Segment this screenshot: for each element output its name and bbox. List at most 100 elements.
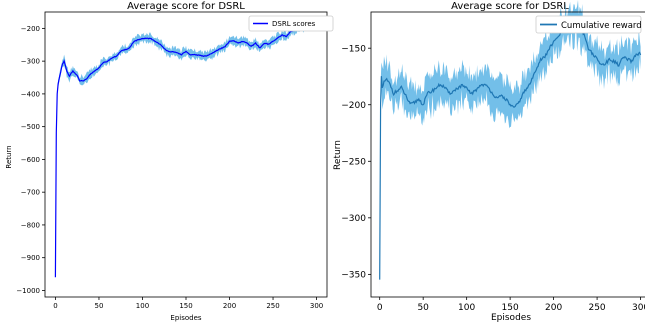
chart-right-data-point — [523, 93, 524, 94]
chart-left-data-point — [194, 54, 195, 55]
chart-left-xtick-label: 250 — [266, 302, 279, 310]
chart-right-data-point — [618, 65, 619, 66]
chart-left-legend-box — [248, 15, 334, 32]
chart-right-data-point — [475, 91, 476, 92]
chart-left-data-point — [125, 49, 126, 50]
chart-left-xtick-label: 100 — [136, 302, 149, 310]
chart-left-data-point — [277, 38, 278, 39]
chart-right-data-point — [423, 104, 424, 105]
chart-right-data-point — [488, 87, 489, 88]
chart-left-data-point — [90, 74, 91, 75]
chart-right-data-point — [386, 79, 387, 80]
chart-left-series-line — [54, 21, 317, 278]
chart-left-data-point — [138, 39, 139, 40]
chart-left-data-point — [264, 43, 265, 44]
chart-right-xlabel: Episodes — [491, 313, 531, 322]
chart-right: Average score for DSRL 0 50 100 150 200 250 30… — [333, 0, 645, 322]
chart-left-data-point — [164, 48, 165, 49]
chart-left-data-point — [151, 38, 152, 39]
chart-right-data-point — [381, 76, 382, 77]
chart-left-data-point — [155, 41, 156, 42]
chart-right-data-point — [379, 279, 380, 280]
chart-right-xtick-label: 150 — [502, 303, 519, 313]
chart-right-data-point — [623, 57, 624, 58]
chart-right-data-point — [636, 53, 637, 54]
chart-left-data-point — [66, 70, 67, 71]
chart-left-data-point — [107, 61, 108, 62]
chart-left-ytick-label: −1000 — [16, 287, 40, 295]
chart-right-data-point — [440, 84, 441, 85]
chart-right-data-point — [431, 91, 432, 92]
chart-right-data-point — [583, 34, 584, 35]
chart-left-ytick-label: −500 — [21, 123, 40, 131]
chart-right-xtick-label: 200 — [545, 303, 562, 313]
chart-right-data-point — [382, 87, 383, 88]
chart-left-confidence-band — [55, 16, 317, 280]
chart-left-data-point — [168, 51, 169, 52]
chart-left-plot-area: 0 50 100 150 200 250 300 −1000 −900 −800 −700 −600 −… — [16, 11, 328, 310]
chart-left-data-point — [190, 55, 191, 56]
chart-left-data-point — [98, 67, 99, 68]
chart-right-ytick-label: −300 — [341, 214, 366, 224]
chart-right-axes-frame — [370, 11, 645, 298]
chart-right-ytick-label: −350 — [341, 271, 366, 281]
chart-right-data-point — [453, 91, 454, 92]
chart-right-data-point — [393, 93, 394, 94]
chart-right-ytick-label: −250 — [341, 157, 366, 167]
chart-right-data-point — [527, 87, 528, 88]
chart-right-data-point — [536, 68, 537, 69]
chart-left-xtick-label: 150 — [179, 302, 192, 310]
chart-right-data-point — [479, 85, 480, 86]
chart-left-data-point — [207, 55, 208, 56]
chart-left-data-point — [242, 41, 243, 42]
chart-left-data-point — [220, 48, 221, 49]
chart-right-data-point — [383, 82, 384, 83]
chart-right-xtick-label: 100 — [458, 303, 475, 313]
chart-right-data-point — [518, 102, 519, 103]
chart-right-data-point — [640, 53, 641, 54]
chart-right-data-point — [592, 53, 593, 54]
chart-left-data-point — [185, 51, 186, 52]
chart-left-data-point — [251, 46, 252, 47]
chart-left-data-point — [103, 62, 104, 63]
chart-left-data-point — [86, 79, 87, 80]
chart-right-data-point — [470, 93, 471, 94]
chart-right-xtick-label: 250 — [588, 303, 605, 313]
chart-right-data-point — [540, 59, 541, 60]
chart-left-data-point — [255, 43, 256, 44]
chart-right-data-point — [605, 62, 606, 63]
chart-right-data-point — [505, 99, 506, 100]
chart-left-data-point — [272, 41, 273, 42]
chart-right-xtick-label: 300 — [632, 303, 645, 313]
chart-right-title: Average score for DSRL — [451, 1, 569, 12]
chart-left-data-point — [146, 38, 147, 39]
chart-left-data-point — [286, 36, 287, 37]
chart-left-data-point — [57, 93, 58, 94]
chart-left-xtick-label: 50 — [95, 302, 104, 310]
chart-left-data-point — [142, 38, 143, 39]
chart-left-data-point — [172, 51, 173, 52]
chart-right-data-point — [492, 93, 493, 94]
chart-left-data-point — [212, 52, 213, 53]
chart-left-data-point — [55, 277, 56, 278]
chart-right-data-point — [466, 88, 467, 89]
chart-right-legend-box — [535, 15, 642, 34]
chart-right-data-point — [557, 36, 558, 37]
chart-left-data-point — [77, 75, 78, 76]
chart-left-title: Average score for DSRL — [127, 1, 245, 12]
chart-right-ytick-label: −150 — [341, 44, 366, 54]
chart-right-plot-area: 0 50 100 150 200 250 300 −350 −300 −250 −200 −150 — [341, 0, 645, 313]
chart-right-data-point — [510, 104, 511, 105]
chart-left-data-point — [94, 70, 95, 71]
chart-left-data-point — [79, 80, 80, 81]
chart-right-data-point — [514, 108, 515, 109]
chart-left-data-point — [181, 54, 182, 55]
chart-left-data-point — [129, 47, 130, 48]
chart-left-xtick-label: 0 — [53, 302, 57, 310]
chart-left-ytick-label: −400 — [21, 90, 40, 98]
chart-right-data-point — [553, 42, 554, 43]
chart-right-data-point — [401, 87, 402, 88]
chart-right-legend-label: Cumulative reward — [561, 21, 642, 31]
chart-left-data-point — [229, 41, 230, 42]
chart-left-data-point — [177, 52, 178, 53]
